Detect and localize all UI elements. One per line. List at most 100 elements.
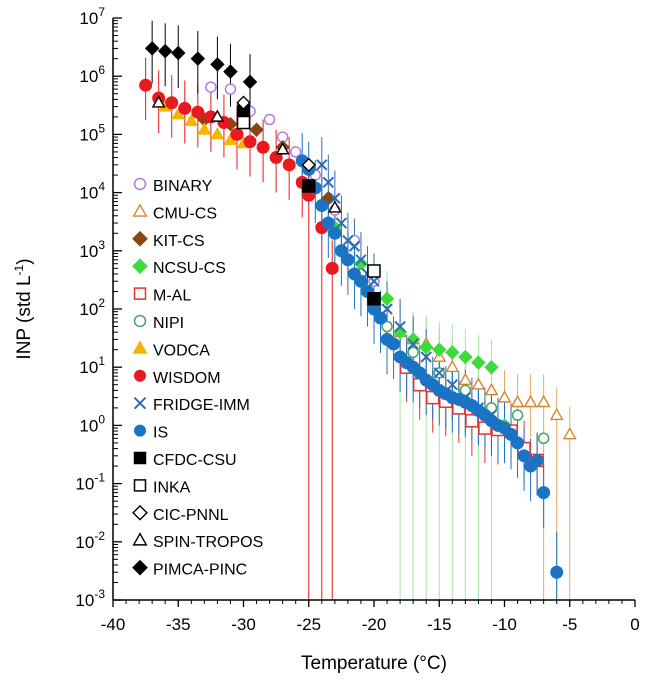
legend-item-vodca: VODCA — [132, 340, 210, 359]
legend-marker — [133, 451, 147, 465]
series-spin-tropos — [151, 95, 342, 213]
data-point — [387, 337, 401, 351]
data-point — [302, 179, 316, 193]
legend-marker — [132, 532, 148, 546]
data-point — [139, 78, 153, 92]
data-point — [144, 41, 160, 56]
data-point — [510, 394, 525, 408]
series-pimca-pinc — [144, 41, 258, 90]
data-point — [157, 43, 173, 59]
legend-item-nipi: NIPI — [133, 314, 184, 332]
data-point — [407, 338, 419, 350]
legend-label: IS — [153, 425, 168, 442]
legend-marker — [132, 340, 148, 354]
data-point — [445, 345, 460, 360]
data-point — [256, 140, 270, 154]
x-axis-label: Temperature (°C) — [301, 653, 447, 674]
y-tick-label: 10-2 — [75, 529, 105, 552]
data-point — [405, 332, 421, 347]
data-point — [191, 105, 205, 119]
y-tick-label: 103 — [79, 238, 105, 261]
data-point — [210, 57, 225, 72]
legend-item-cmu-cs: CMU-CS — [132, 203, 217, 222]
legend-marker — [133, 396, 147, 410]
data-point — [381, 320, 393, 333]
data-point — [328, 226, 342, 240]
legend-label: NIPI — [153, 315, 184, 332]
legend-item-kit-cs: KIT-CS — [132, 230, 205, 250]
data-point — [354, 274, 368, 288]
data-point — [289, 146, 302, 158]
x-tick-label: -15 — [427, 615, 452, 634]
data-point — [550, 565, 564, 579]
series-cfdc-csu — [236, 104, 381, 306]
series-inka — [236, 115, 381, 278]
data-point — [236, 95, 251, 110]
x-tick-label: -30 — [231, 615, 256, 634]
legend-item-cic-pnnl: CIC-PNNL — [132, 504, 229, 524]
data-point — [445, 359, 460, 373]
data-point — [536, 394, 551, 408]
data-point — [316, 159, 328, 171]
data-point — [471, 355, 486, 370]
data-point — [549, 407, 564, 421]
legend-label: CFDC-CSU — [153, 452, 237, 469]
x-tick-label: -40 — [101, 615, 126, 634]
series-binary — [205, 81, 380, 287]
data-point — [523, 394, 538, 408]
legend-marker — [133, 287, 147, 300]
data-point — [243, 135, 257, 149]
data-point — [269, 151, 283, 165]
data-point — [367, 292, 381, 306]
data-point — [484, 359, 499, 375]
x-tick-label: -25 — [296, 615, 321, 634]
y-tick-label: 107 — [79, 5, 105, 28]
legend-item-cfdc-csu: CFDC-CSU — [133, 451, 237, 469]
y-tick-label: 106 — [79, 63, 105, 86]
legend-label: SPIN-TROPOS — [153, 534, 263, 551]
legend-label: WISDOM — [153, 370, 221, 387]
data-point — [374, 311, 388, 325]
legend-item-binary: BINARY — [133, 177, 213, 195]
data-point — [537, 432, 550, 445]
y-tick-label: 105 — [79, 121, 105, 144]
data-point — [458, 349, 473, 365]
data-point — [210, 109, 225, 122]
y-tick-label: 10-1 — [75, 471, 105, 494]
series-cic-pnnl — [236, 95, 316, 173]
data-point — [433, 367, 445, 379]
data-point — [325, 261, 339, 275]
data-point — [504, 427, 518, 441]
data-point — [471, 377, 486, 390]
data-point — [321, 216, 335, 230]
x-ticks: -40 -35 -30 -25 -20 -15 -10 -5 0 — [101, 600, 640, 634]
legend-label: INKA — [153, 479, 191, 496]
data-point — [484, 382, 499, 396]
legend: BINARY CMU-CS KIT-CS NCSU-CS M-AL NIPI VODCA WI… — [132, 177, 263, 579]
data-point — [210, 126, 225, 140]
series-fridge-imm — [316, 159, 498, 421]
data-point — [420, 351, 432, 363]
legend-item-pimca-pinc: PIMCA-PINC — [132, 559, 247, 579]
legend-marker — [132, 230, 148, 247]
data-point — [517, 449, 531, 463]
data-point — [205, 81, 217, 93]
data-point — [322, 176, 335, 189]
legend-marker — [133, 314, 147, 328]
data-point — [327, 200, 342, 213]
legend-label: NCSU-CS — [153, 260, 226, 277]
data-point — [458, 372, 473, 386]
legend-label: PIMCA-PINC — [153, 562, 247, 579]
legend-marker — [132, 559, 148, 576]
legend-marker — [133, 479, 147, 492]
data-point — [511, 436, 525, 450]
data-point — [190, 51, 206, 66]
y-tick-label: 101 — [79, 354, 105, 377]
legend-item-fridge-imm: FRIDGE-IMM — [133, 396, 250, 414]
data-point — [394, 320, 406, 333]
legend-item-wisdom: WISDOM — [134, 369, 221, 387]
y-ticks: 10-3 10-2 10-1 100 101 102 103 104 105 106 107 — [75, 5, 122, 610]
series-is — [295, 154, 564, 579]
legend-label: KIT-CS — [153, 233, 205, 250]
